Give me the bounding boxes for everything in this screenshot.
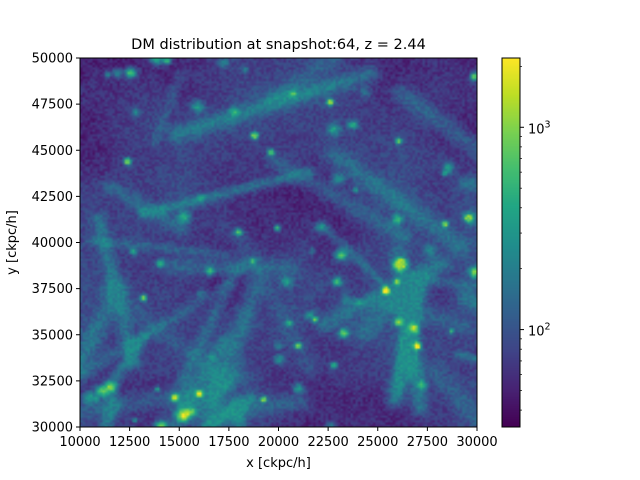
y-axis-label: y [ckpc/h] <box>5 210 20 275</box>
x-tick-label: 25000 <box>357 435 398 450</box>
y-tick-label: 30000 <box>32 421 73 436</box>
x-tick-label: 10000 <box>59 435 100 450</box>
colorbar-tick-label: 102 <box>528 322 551 340</box>
y-tick-label: 45000 <box>32 144 73 159</box>
y-tick-label: 47500 <box>32 98 73 113</box>
x-axis: 10000 12500 15000 17500 20000 22500 25000 27500… <box>59 427 498 450</box>
y-tick-label: 37500 <box>32 282 73 297</box>
dm-density-heatmap <box>80 58 477 427</box>
y-tick-label: 40000 <box>32 236 73 251</box>
x-axis-label: x [ckpc/h] <box>246 456 311 471</box>
colorbar-frame <box>501 57 521 428</box>
x-tick-label: 15000 <box>159 435 200 450</box>
x-tick-label: 20000 <box>258 435 299 450</box>
x-tick-label: 17500 <box>208 435 249 450</box>
colorbar <box>502 58 520 427</box>
x-tick-label: 27500 <box>407 435 448 450</box>
y-tick-label: 50000 <box>32 52 73 67</box>
chart-title: DM distribution at snapshot:64, z = 2.44 <box>131 37 426 53</box>
colorbar-tick-label: 103 <box>528 119 551 137</box>
y-tick-label: 32500 <box>32 374 73 389</box>
y-tick-label: 42500 <box>32 190 73 205</box>
y-axis: 30000 32500 35000 37500 40000 42500 45000 47500… <box>32 52 80 436</box>
colorbar-axis: 102 103 <box>520 66 551 411</box>
x-tick-label: 22500 <box>307 435 348 450</box>
x-tick-label: 30000 <box>456 435 497 450</box>
heatmap-area <box>80 58 477 427</box>
x-tick-label: 12500 <box>109 435 150 450</box>
y-tick-label: 35000 <box>32 328 73 343</box>
